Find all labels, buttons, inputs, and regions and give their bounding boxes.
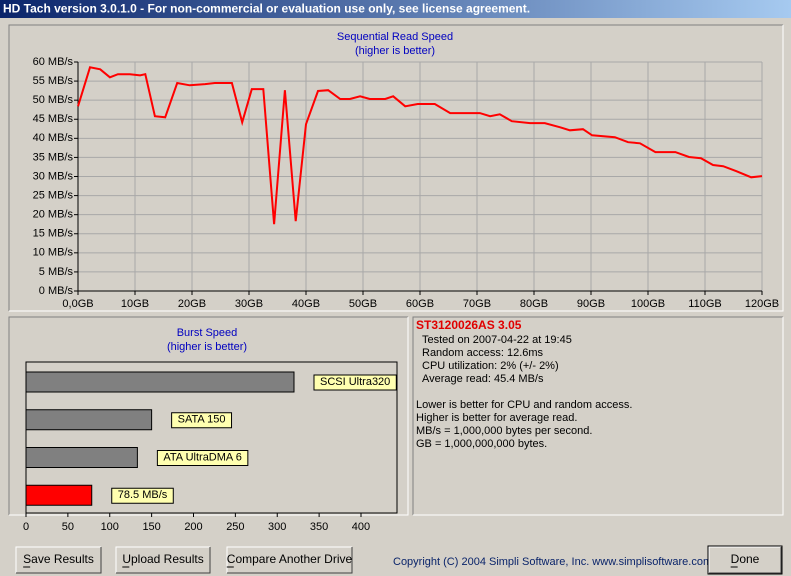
button-edge <box>227 547 353 574</box>
x-tick-label: 300 <box>268 521 286 533</box>
info-stat: Random access: 12.6ms <box>422 347 544 359</box>
x-tick-label: 10GB <box>121 298 149 310</box>
label-box <box>111 487 174 504</box>
y-tick-label: 30 MB/s <box>33 170 74 182</box>
label-box <box>313 374 397 391</box>
info-note: GB = 1,000,000,000 bytes. <box>416 438 547 450</box>
x-tick-label: 0 <box>23 521 29 533</box>
info-stat: CPU utilization: 2% (+/- 2%) <box>422 360 559 372</box>
chart-title: Sequential Read Speed <box>337 31 453 43</box>
y-tick-label: 5 MB/s <box>39 266 74 278</box>
y-tick-label: 10 MB/s <box>33 247 74 259</box>
info-note: Lower is better for CPU and random acces… <box>416 399 632 411</box>
info-note: MB/s = 1,000,000 bytes per second. <box>416 425 592 437</box>
chart-subtitle: (higher is better) <box>355 45 435 57</box>
x-tick-label: 0,0GB <box>62 298 93 310</box>
button-focus <box>707 545 783 575</box>
info-note: Higher is better for average read. <box>416 412 577 424</box>
bar <box>25 447 138 468</box>
panels <box>8 24 784 516</box>
info-stat: Average read: 45.4 MB/s <box>422 373 544 385</box>
button[interactable]: Compare Another Drive <box>226 546 353 574</box>
bar-label: 78.5 MB/s <box>118 489 168 501</box>
drive-name: ST3120026AS 3.05 <box>416 318 522 332</box>
x-tick-label: 50GB <box>349 298 377 310</box>
button-edge <box>115 546 210 573</box>
button-face <box>16 547 101 573</box>
plot-frame <box>25 361 398 514</box>
title-bar <box>0 0 791 18</box>
y-tick-label: 50 MB/s <box>33 94 74 106</box>
button-edge <box>116 547 211 574</box>
copyright: Copyright (C) 2004 Simpli Software, Inc.… <box>393 556 712 568</box>
x-tick-label: 100GB <box>631 298 665 310</box>
y-tick-label: 55 MB/s <box>33 75 74 87</box>
button-face <box>709 547 781 573</box>
x-tick-label: 60GB <box>406 298 434 310</box>
x-tick-label: 120GB <box>745 298 779 310</box>
y-tick-label: 60 MB/s <box>33 56 74 68</box>
axes <box>77 62 762 292</box>
y-tick-label: 35 MB/s <box>33 151 74 163</box>
button-label[interactable]: Compare Another Drive <box>227 552 353 566</box>
y-tick-label: 20 MB/s <box>33 209 74 221</box>
button-label[interactable]: Save Results <box>23 552 94 566</box>
x-tick-label: 90GB <box>577 298 605 310</box>
speed-line <box>77 66 763 225</box>
button-face <box>116 547 210 573</box>
x-tick-label: 70GB <box>463 298 491 310</box>
y-tick-label: 40 MB/s <box>33 132 74 144</box>
x-tick-label: 350 <box>310 521 328 533</box>
x-tick-label: 100 <box>101 521 119 533</box>
bar <box>25 409 153 431</box>
button[interactable]: Upload Results <box>115 546 211 574</box>
button[interactable]: Done <box>707 545 783 575</box>
bar <box>25 371 295 393</box>
x-tick-label: 110GB <box>688 298 721 310</box>
x-tick-label: 200 <box>184 521 202 533</box>
bar-label: ATA UltraDMA 6 <box>163 451 241 463</box>
x-tick-label: 80GB <box>520 298 548 310</box>
bar <box>25 484 93 506</box>
chart-title: Burst Speed <box>177 327 238 339</box>
label-box <box>156 450 249 466</box>
bar-label: SCSI Ultra320 <box>320 376 390 388</box>
button-edge <box>226 546 352 573</box>
button-label[interactable]: Done <box>731 552 760 566</box>
bar-label: SATA 150 <box>178 414 226 426</box>
x-tick-label: 400 <box>352 521 370 533</box>
button-face <box>227 547 352 573</box>
y-tick-label: 25 MB/s <box>33 189 74 201</box>
button-edge <box>16 547 102 574</box>
label-box <box>171 412 233 429</box>
x-tick-label: 250 <box>226 521 244 533</box>
y-tick-label: 45 MB/s <box>33 113 74 125</box>
x-tick-label: 150 <box>142 521 160 533</box>
x-tick-label: 30GB <box>235 298 263 310</box>
button-edge <box>709 547 782 574</box>
button-edge <box>15 546 101 573</box>
window-title: HD Tach version 3.0.1.0 - For non-commer… <box>3 2 530 16</box>
y-tick-label: 0 MB/s <box>39 285 74 297</box>
info-stat: Tested on 2007-04-22 at 19:45 <box>422 334 572 346</box>
button[interactable]: Save Results <box>15 546 102 574</box>
x-tick-label: 40GB <box>292 298 320 310</box>
button-label[interactable]: Upload Results <box>122 552 203 566</box>
y-tick-label: 15 MB/s <box>33 228 74 240</box>
button-edge <box>708 546 781 573</box>
x-tick-label: 50 <box>62 521 74 533</box>
x-tick-label: 20GB <box>178 298 206 310</box>
chart-subtitle: (higher is better) <box>167 341 247 353</box>
